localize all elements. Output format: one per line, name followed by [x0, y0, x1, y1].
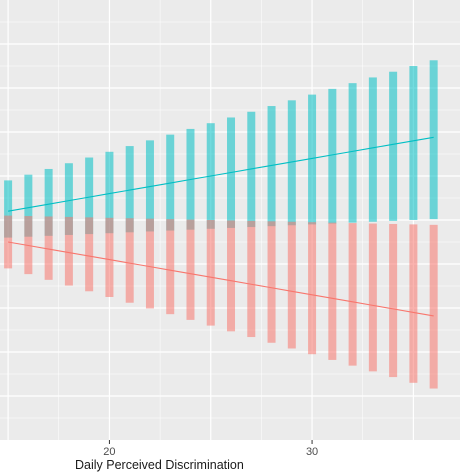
red-band-bar [166, 219, 175, 315]
red-band-bar [429, 224, 438, 389]
red-band-bar [4, 215, 13, 269]
red-band-bar [308, 222, 317, 355]
fit-lines [8, 136, 434, 317]
red-band-bar [348, 223, 357, 366]
red-band-bar [267, 221, 276, 343]
teal-band-bar [328, 88, 337, 224]
x-tick-label: 20 [103, 446, 115, 458]
teal-band-bar [4, 180, 13, 238]
red-band-bar [227, 220, 236, 332]
x-axis: 20 30 [103, 440, 318, 458]
teal-band-bar [409, 66, 418, 220]
red-band-bar [105, 217, 114, 297]
teal-band-bar [389, 71, 398, 221]
red-band-bar [85, 217, 94, 292]
teal-band-bar [44, 168, 53, 236]
teal-band-bar [85, 157, 94, 235]
teal-fit-line [8, 136, 434, 212]
red-band-bar [44, 216, 53, 280]
teal-band-bar [145, 140, 154, 232]
teal-band-bar [125, 146, 134, 233]
red-band-bar [247, 220, 256, 338]
red-band-bar [64, 216, 73, 286]
teal-band-bar [267, 106, 276, 227]
teal-band-bar [308, 94, 317, 225]
red-band-bar [368, 223, 377, 372]
red-band-bar [145, 218, 154, 309]
red-band-bar [186, 219, 195, 320]
x-axis-title: Daily Perceived Discrimination [75, 458, 244, 472]
red-band-bar [287, 221, 296, 349]
teal-band-bar [24, 174, 33, 237]
teal-band-bar [105, 151, 114, 234]
red-fit-line [8, 241, 434, 317]
x-tick-label: 30 [306, 446, 318, 458]
teal-band-bar [429, 60, 438, 220]
red-band-bar [328, 222, 337, 360]
red-band-bar [389, 223, 398, 378]
teal-band-bar [348, 83, 357, 223]
teal-band-bar [64, 163, 73, 235]
teal-band-bar [287, 100, 296, 226]
red-band-bar [206, 220, 215, 326]
teal-band-bar [368, 77, 377, 222]
red-band-bar [409, 224, 418, 383]
red-band-bar [125, 218, 134, 303]
